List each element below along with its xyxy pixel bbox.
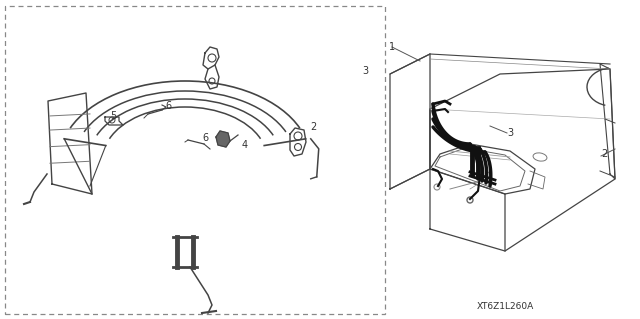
Bar xyxy=(5,6,385,314)
Text: 2: 2 xyxy=(310,122,316,132)
Text: 1: 1 xyxy=(389,42,395,52)
Text: 3: 3 xyxy=(507,128,513,138)
Text: 4: 4 xyxy=(242,140,248,150)
Text: 5: 5 xyxy=(110,111,116,121)
Text: 3: 3 xyxy=(362,66,368,76)
Polygon shape xyxy=(216,131,230,147)
Text: 2: 2 xyxy=(601,149,607,159)
Text: 6: 6 xyxy=(202,133,208,143)
Text: XT6Z1L260A: XT6Z1L260A xyxy=(477,302,534,311)
Text: 6: 6 xyxy=(165,101,171,111)
